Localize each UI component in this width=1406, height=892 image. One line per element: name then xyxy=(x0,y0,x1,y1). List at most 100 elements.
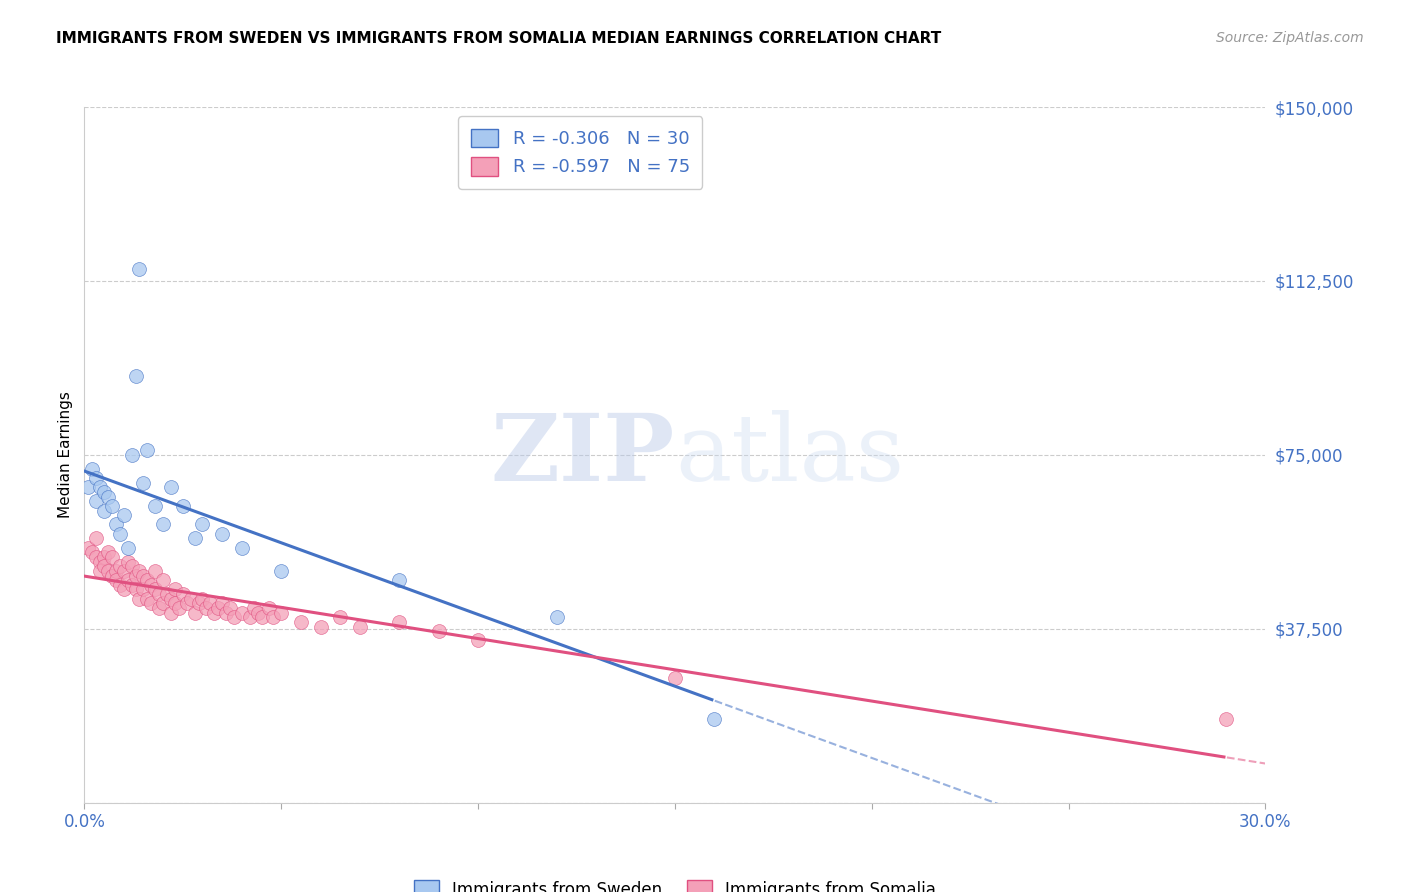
Point xyxy=(427,624,450,639)
Point xyxy=(104,573,127,587)
Text: atlas: atlas xyxy=(675,410,904,500)
Point xyxy=(143,564,166,578)
Point xyxy=(124,582,146,597)
Text: IMMIGRANTS FROM SWEDEN VS IMMIGRANTS FROM SOMALIA MEDIAN EARNINGS CORRELATION CH: IMMIGRANTS FROM SWEDEN VS IMMIGRANTS FRO… xyxy=(56,31,942,46)
Point xyxy=(143,582,166,597)
Point xyxy=(148,601,170,615)
Point xyxy=(290,615,312,629)
Point xyxy=(211,596,233,610)
Point xyxy=(93,485,115,500)
Point xyxy=(132,568,155,582)
Point xyxy=(132,582,155,597)
Point xyxy=(141,578,163,592)
Point xyxy=(89,564,111,578)
Point xyxy=(183,606,205,620)
Point xyxy=(104,564,127,578)
Point xyxy=(93,559,115,574)
Point xyxy=(202,606,225,620)
Point xyxy=(388,573,411,587)
Point xyxy=(211,526,233,541)
Text: ZIP: ZIP xyxy=(491,410,675,500)
Point xyxy=(101,549,124,564)
Point xyxy=(82,462,104,476)
Y-axis label: Median Earnings: Median Earnings xyxy=(58,392,73,518)
Point xyxy=(136,443,159,458)
Point xyxy=(108,526,131,541)
Point xyxy=(117,541,139,555)
Point xyxy=(89,555,111,569)
Point xyxy=(187,596,209,610)
Point xyxy=(231,606,253,620)
Point xyxy=(270,564,292,578)
Point xyxy=(152,573,174,587)
Point xyxy=(104,517,127,532)
Point xyxy=(136,573,159,587)
Point xyxy=(112,564,135,578)
Point xyxy=(183,532,205,546)
Point xyxy=(163,596,186,610)
Point xyxy=(239,610,262,624)
Point xyxy=(172,587,194,601)
Point xyxy=(191,591,214,606)
Point xyxy=(117,573,139,587)
Legend: Immigrants from Sweden, Immigrants from Somalia: Immigrants from Sweden, Immigrants from … xyxy=(406,874,943,892)
Point xyxy=(259,601,281,615)
Point xyxy=(97,564,120,578)
Point xyxy=(156,587,179,601)
Point xyxy=(163,582,186,597)
Point xyxy=(112,508,135,523)
Point xyxy=(262,610,284,624)
Point xyxy=(128,262,150,277)
Point xyxy=(84,532,107,546)
Point xyxy=(349,619,371,633)
Point xyxy=(172,499,194,513)
Point xyxy=(664,671,686,685)
Point xyxy=(195,601,218,615)
Point xyxy=(128,591,150,606)
Point xyxy=(117,555,139,569)
Point xyxy=(108,578,131,592)
Point xyxy=(309,619,332,633)
Point xyxy=(167,601,190,615)
Point xyxy=(152,596,174,610)
Point xyxy=(329,610,352,624)
Point xyxy=(242,601,264,615)
Point xyxy=(180,591,202,606)
Point xyxy=(128,564,150,578)
Point xyxy=(97,490,120,504)
Point xyxy=(160,591,183,606)
Text: Source: ZipAtlas.com: Source: ZipAtlas.com xyxy=(1216,31,1364,45)
Point xyxy=(222,610,245,624)
Point xyxy=(388,615,411,629)
Point xyxy=(546,610,568,624)
Point xyxy=(250,610,273,624)
Point xyxy=(176,596,198,610)
Point xyxy=(121,559,143,574)
Point xyxy=(246,606,269,620)
Point xyxy=(143,499,166,513)
Point xyxy=(160,480,183,494)
Point xyxy=(141,596,163,610)
Point xyxy=(132,475,155,490)
Point xyxy=(160,606,183,620)
Point xyxy=(108,559,131,574)
Point xyxy=(121,448,143,462)
Point xyxy=(77,541,100,555)
Point xyxy=(200,596,222,610)
Point xyxy=(191,517,214,532)
Point xyxy=(101,568,124,582)
Point xyxy=(93,549,115,564)
Point xyxy=(121,578,143,592)
Point xyxy=(77,480,100,494)
Point xyxy=(84,549,107,564)
Point xyxy=(270,606,292,620)
Point xyxy=(124,568,146,582)
Point xyxy=(97,545,120,559)
Point xyxy=(112,582,135,597)
Point xyxy=(82,545,104,559)
Point xyxy=(207,601,229,615)
Point xyxy=(93,503,115,517)
Point xyxy=(703,712,725,726)
Point xyxy=(124,369,146,384)
Point xyxy=(231,541,253,555)
